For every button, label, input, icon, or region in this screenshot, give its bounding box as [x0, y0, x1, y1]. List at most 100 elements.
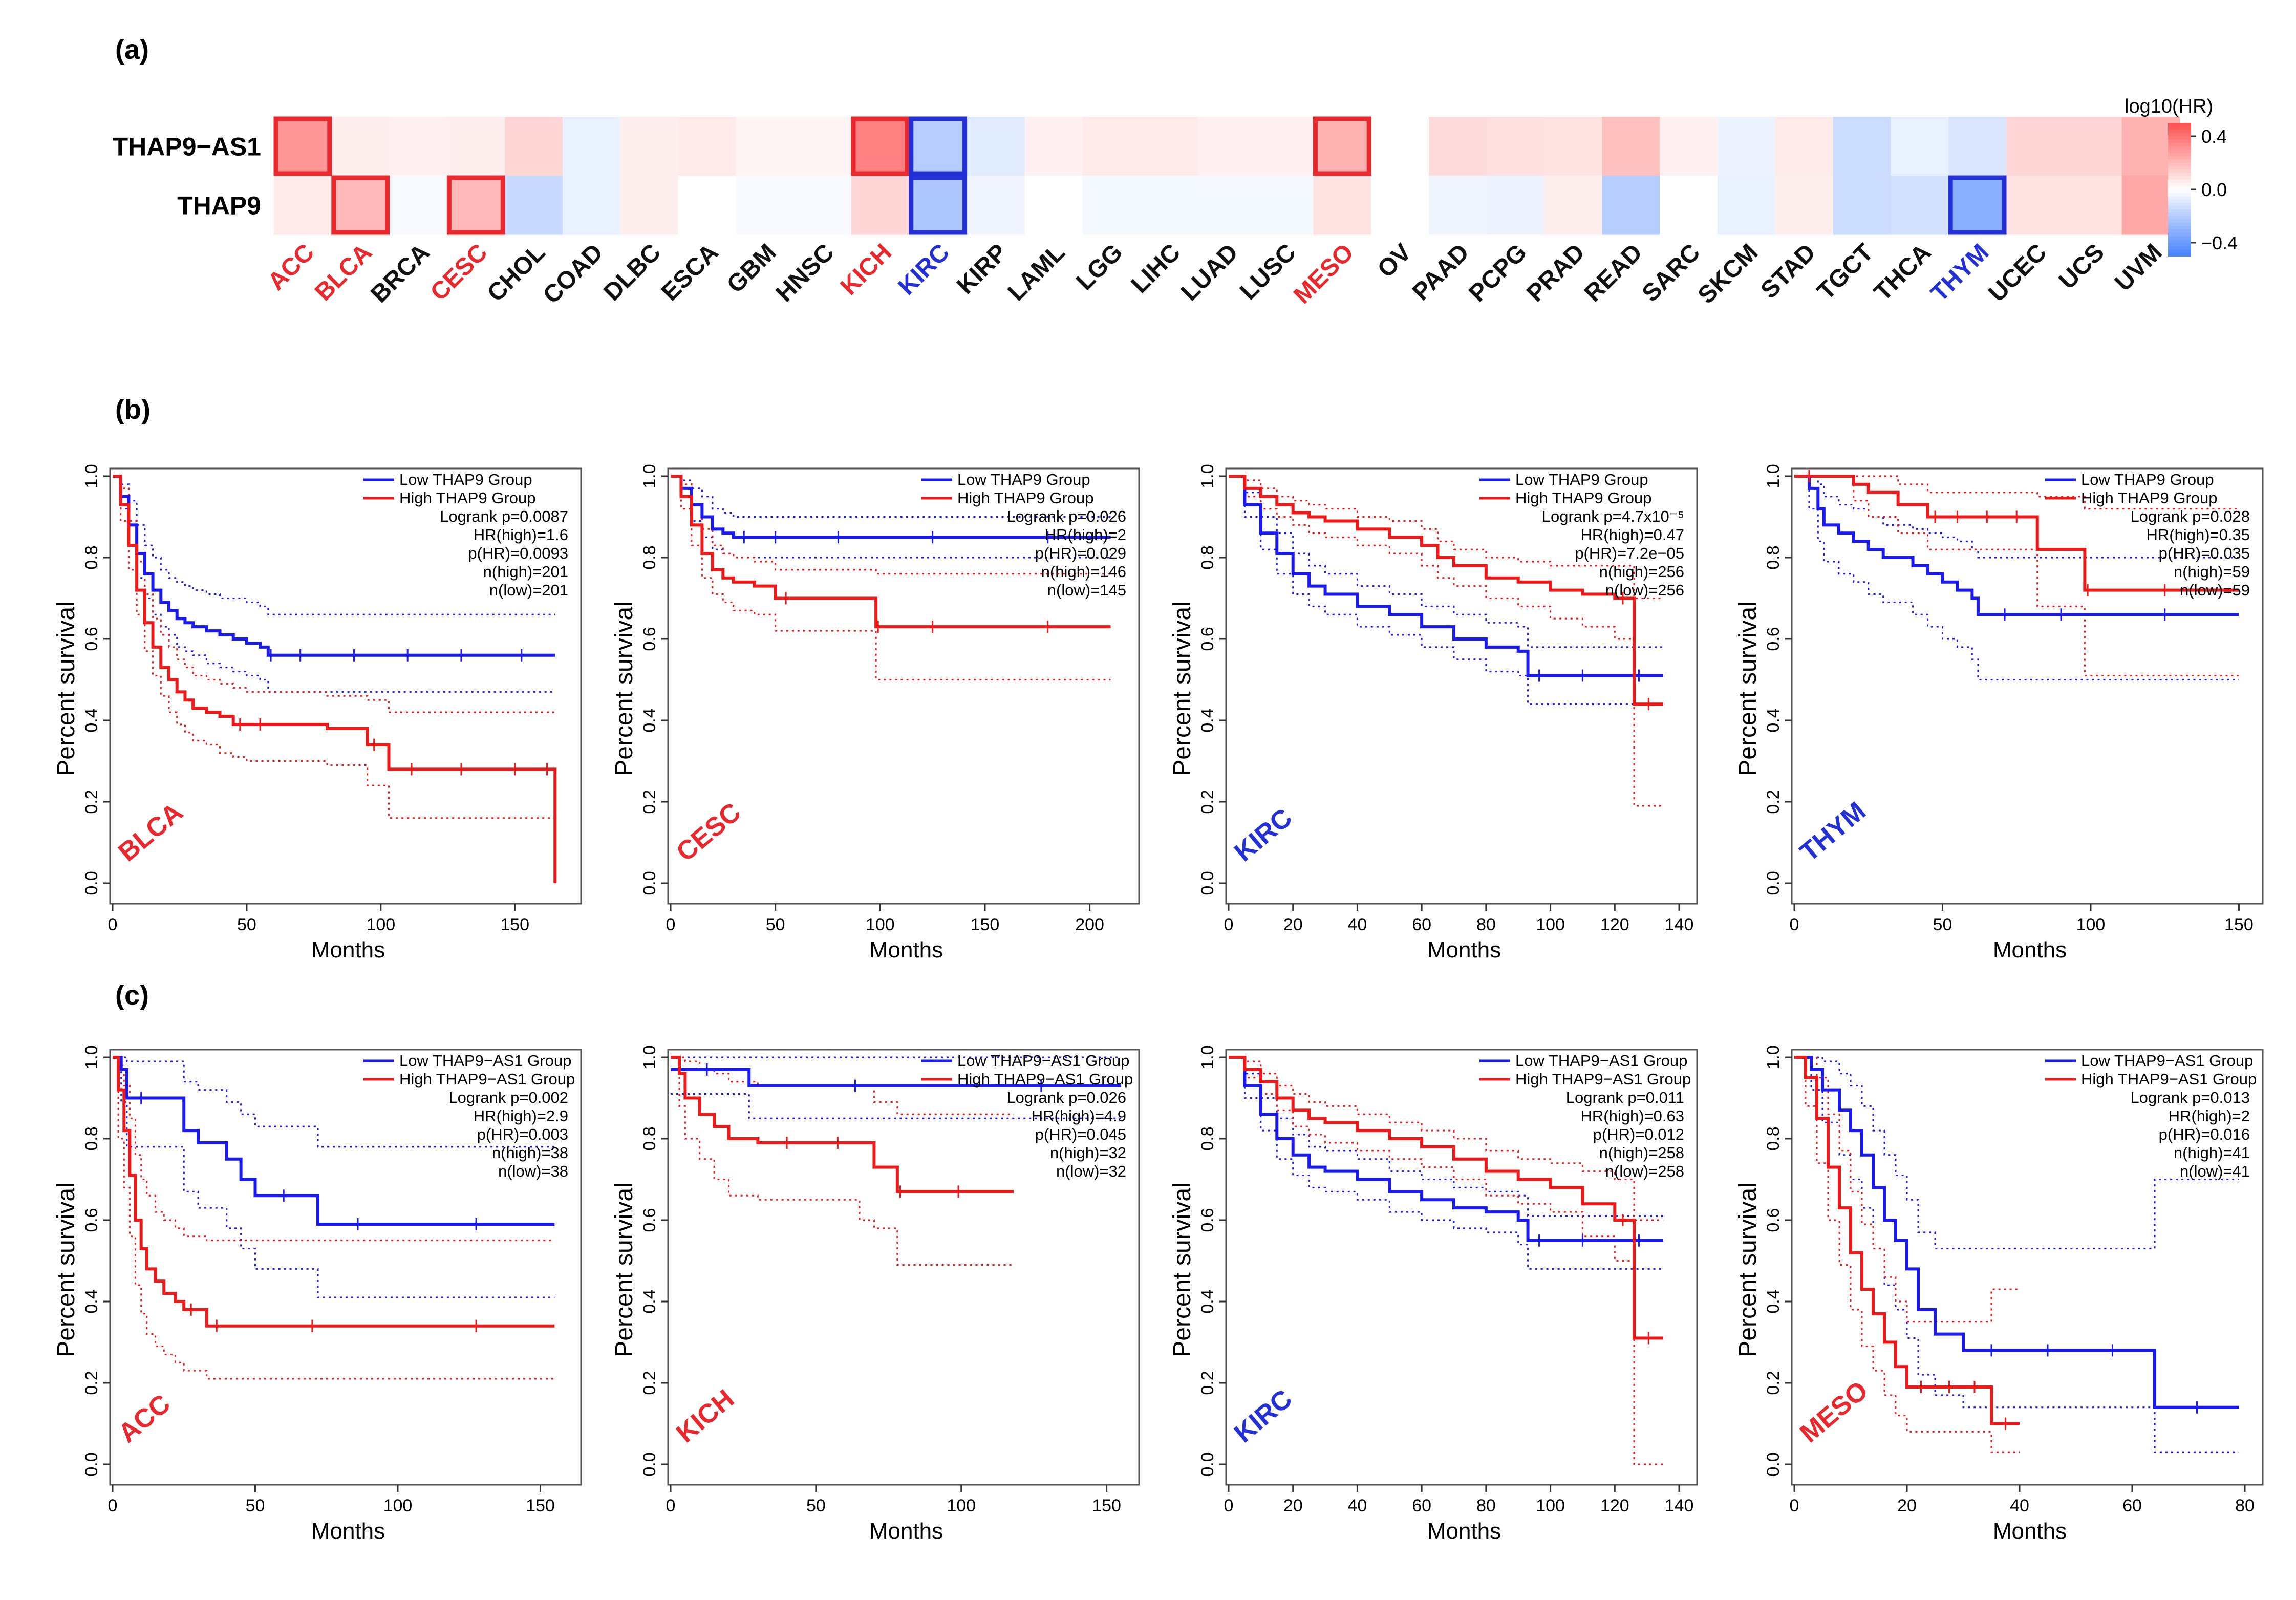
heatmap-cell [389, 176, 447, 235]
cancer-type-label: MESO [1794, 1375, 1874, 1448]
stat-label: n(low)=201 [489, 581, 568, 599]
heatmap-cell [793, 176, 852, 235]
stat-label: n(high)=256 [1599, 563, 1684, 581]
stat-label: n(high)=41 [2174, 1144, 2250, 1162]
heatmap-cell [1775, 176, 1834, 235]
heatmap-cell [620, 117, 679, 176]
y-tick-label: 1.0 [1198, 1045, 1217, 1069]
heatmap-column-label: UCEC [1984, 239, 2052, 307]
heatmap-column-label: THCA [1869, 239, 1937, 306]
x-tick-label: 50 [766, 915, 785, 934]
heatmap-cell [1486, 117, 1545, 176]
survival-plot-c-acc: 0.0 0.2 0.4 0.6 0.8 1.0 0 50 100 150 Months Percent… [53, 1045, 582, 1544]
stat-label: n(low)=258 [1605, 1162, 1684, 1180]
y-tick-label: 0.2 [640, 790, 659, 814]
panel-label-c: (c) [115, 980, 149, 1011]
colorbar-swatch [2168, 223, 2191, 227]
y-tick-label: 0.4 [1198, 1289, 1217, 1313]
stat-label: HR(high)=2 [1045, 526, 1126, 544]
y-tick-label: 1.0 [640, 1045, 659, 1069]
y-tick-label: 0.0 [1198, 871, 1217, 895]
heatmap-cell [1082, 117, 1141, 176]
stat-label: HR(high)=0.63 [1581, 1107, 1684, 1125]
stat-label: n(low)=41 [2180, 1162, 2250, 1180]
survival-plot-c-kirc: 0.0 0.2 0.4 0.6 0.8 1.0 0 20 40 60 80 100 120 140 Mont… [1169, 1045, 1698, 1544]
stat-label: n(high)=38 [492, 1144, 568, 1162]
cancer-type-label: KIRC [1229, 803, 1298, 867]
y-tick-label: 0.6 [1198, 627, 1217, 651]
heatmap-row-label: THAP9 [177, 191, 261, 220]
y-tick-label: 0.2 [82, 790, 101, 814]
stat-label: p(HR)=0.0093 [468, 544, 568, 562]
x-axis-label: Months [869, 937, 943, 963]
colorbar-swatch [2168, 229, 2191, 233]
heatmap-cell [967, 176, 1025, 235]
panel-label-a: (a) [115, 34, 149, 65]
x-tick-label: 40 [2010, 1496, 2029, 1516]
heatmap-cell [1833, 117, 1891, 176]
y-tick-label: 0.0 [82, 871, 101, 895]
heatmap-column-label: UVM [2110, 239, 2168, 296]
heatmap-cell [793, 117, 852, 176]
survival-curve [1229, 475, 1663, 677]
stat-label: Logrank p=0.013 [2130, 1089, 2250, 1106]
stat-label: Logrank p=0.002 [448, 1089, 568, 1106]
heatmap-column-label: SKCM [1693, 239, 1763, 309]
y-tick-label: 0.8 [82, 545, 101, 569]
heatmap-cell [1602, 117, 1660, 176]
legend-label: Low THAP9−AS1 Group [399, 1052, 571, 1070]
survival-curve [113, 475, 555, 657]
y-tick-label: 0.0 [1198, 1452, 1217, 1476]
y-tick-label: 1.0 [640, 464, 659, 488]
survival-plots: 0.0 0.2 0.4 0.6 0.8 1.0 0 50 100 150 Months Percent… [53, 464, 2264, 1544]
x-tick-label: 150 [1092, 1496, 1121, 1516]
x-tick-label: 0 [108, 915, 118, 934]
survival-plot-b-kirc: 0.0 0.2 0.4 0.6 0.8 1.0 0 20 40 60 80 100 120 140 Mont… [1169, 464, 1698, 963]
y-tick-label: 0.2 [1764, 1371, 1783, 1395]
heatmap-column-label: SARC [1637, 239, 1706, 307]
legend-label: Low THAP9−AS1 Group [2081, 1052, 2253, 1070]
confidence-lower-line [1794, 1056, 2239, 1453]
confidence-lower-line [1229, 475, 1663, 705]
heatmap-cell [1082, 176, 1141, 235]
colorbar-swatch [2168, 252, 2191, 257]
stat-label: p(HR)=0.012 [1593, 1125, 1684, 1143]
heatmap-cell [851, 117, 910, 176]
heatmap-column-label: OV [1372, 239, 1417, 283]
y-tick-label: 0.4 [82, 1289, 101, 1313]
heatmap-cell [1660, 117, 1718, 176]
confidence-upper-line [113, 1056, 555, 1148]
survival-curve [1794, 475, 2239, 616]
x-tick-label: 50 [1933, 915, 1952, 934]
confidence-lower-line [1229, 475, 1663, 807]
colorbar-tick-label: 0.0 [2201, 179, 2227, 200]
y-tick-label: 1.0 [82, 464, 101, 488]
heatmap-column-label: TGCT [1812, 239, 1879, 305]
y-tick-label: 0.4 [1764, 708, 1783, 732]
colorbar-tick-label: −0.4 [2201, 232, 2238, 253]
colorbar-tick-label: 0.4 [2201, 126, 2227, 147]
y-tick-label: 0.4 [1198, 708, 1217, 732]
heatmap-column-label: KIRC [893, 239, 955, 300]
x-tick-label: 50 [237, 915, 256, 934]
x-axis-label: Months [1427, 1519, 1501, 1544]
y-tick-label: 0.0 [1764, 871, 1783, 895]
heatmap-cell [2064, 117, 2122, 176]
heatmap-cell [274, 176, 332, 235]
stat-label: Logrank p=0.028 [2130, 507, 2250, 525]
x-axis-label: Months [1427, 937, 1501, 963]
heatmap-cell [909, 117, 968, 176]
colorbar-swatch [2168, 179, 2191, 183]
heatmap-cell [1891, 176, 1949, 235]
x-tick-label: 50 [806, 1496, 826, 1516]
heatmap-cell [1833, 176, 1891, 235]
heatmap-highlight-box [909, 116, 968, 176]
x-tick-label: 50 [246, 1496, 265, 1516]
y-axis-label: Percent survival [611, 601, 638, 776]
heatmap-highlight-box [851, 116, 910, 176]
stat-label: Logrank p=4.7x10⁻⁵ [1542, 507, 1684, 525]
colorbar-swatch [2168, 239, 2191, 243]
y-axis-label: Percent survival [53, 601, 80, 776]
legend-label: High THAP9 Group [2081, 489, 2218, 507]
